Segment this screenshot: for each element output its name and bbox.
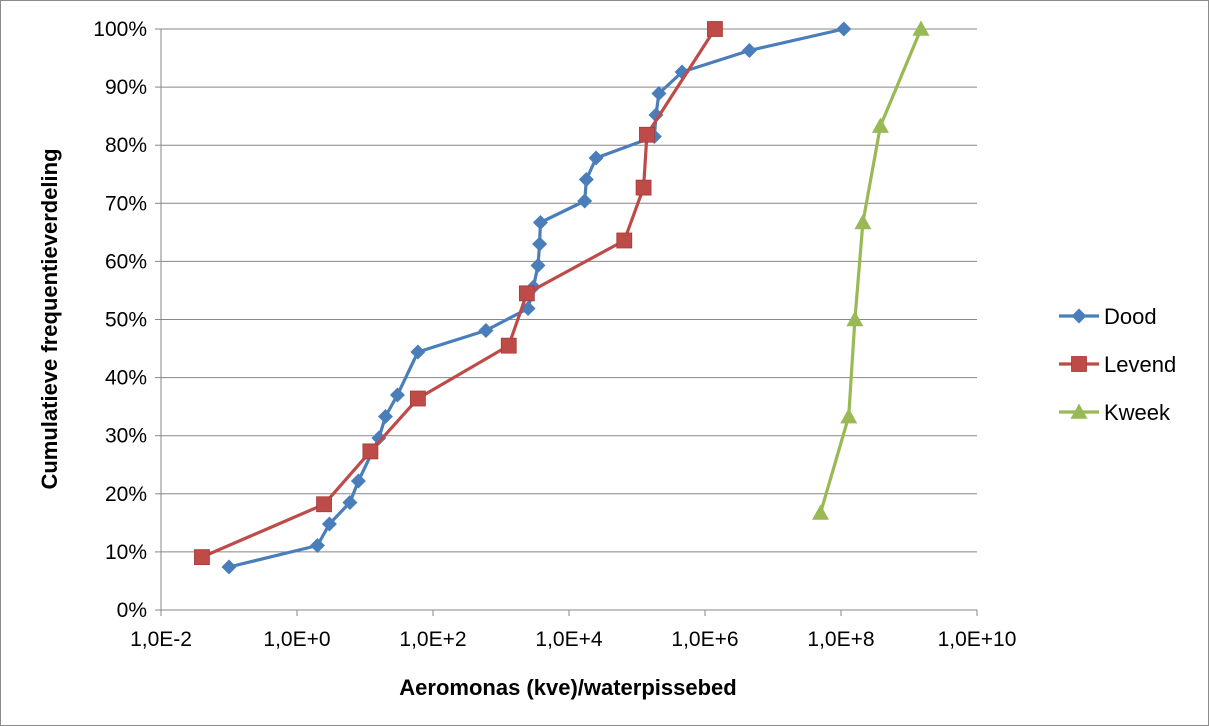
data-point-kweek	[912, 20, 930, 36]
y-tick-label: 40%	[105, 367, 147, 390]
data-point-dood	[836, 21, 852, 37]
y-tick-label: 70%	[105, 192, 147, 215]
legend-marker-levend	[1071, 356, 1087, 372]
legend-item-kweek: Kweek	[1059, 400, 1171, 425]
y-tick-label: 30%	[105, 425, 147, 448]
y-tick-label: 50%	[105, 309, 147, 332]
legend-item-dood: Dood	[1059, 304, 1157, 329]
x-tick-label: 1,0E+8	[807, 628, 874, 651]
series	[194, 20, 930, 575]
data-point-kweek	[840, 408, 858, 424]
data-point-dood	[478, 323, 494, 339]
data-point-dood	[588, 150, 604, 166]
x-tick-label: 1,0E+6	[671, 628, 738, 651]
legend-item-levend: Levend	[1059, 352, 1176, 377]
data-point-kweek	[812, 504, 830, 520]
data-point-levend	[410, 390, 426, 407]
legend: Dood Levend Kweek	[1059, 304, 1176, 425]
y-tick-label: 0%	[117, 599, 147, 622]
legend-marker-kweek	[1070, 403, 1088, 419]
data-point-dood	[648, 107, 664, 123]
legend-label-kweek: Kweek	[1104, 400, 1171, 425]
data-point-dood	[651, 85, 667, 101]
data-point-kweek	[854, 213, 872, 230]
y-tick-label: 90%	[105, 76, 147, 99]
data-point-kweek	[846, 311, 864, 327]
data-point-dood	[321, 516, 337, 532]
legend-label-dood: Dood	[1104, 304, 1157, 329]
data-point-levend	[616, 232, 633, 249]
gridlines	[161, 28, 977, 553]
y-tick-label: 60%	[105, 250, 147, 273]
series-line-dood	[228, 27, 845, 569]
data-point-levend	[316, 496, 332, 513]
y-tick-label: 20%	[105, 483, 147, 506]
y-axis-title: Cumulatieve frequentieverdeling	[37, 148, 62, 489]
data-point-levend	[639, 126, 655, 143]
data-point-kweek	[871, 117, 889, 133]
data-point-dood	[221, 559, 237, 575]
data-point-dood	[350, 473, 366, 489]
y-tick-label: 10%	[105, 541, 147, 564]
series-line-levend	[201, 28, 717, 559]
series-line-kweek	[818, 28, 923, 514]
y-tick-label: 80%	[105, 134, 147, 157]
data-point-dood	[532, 214, 548, 230]
data-point-dood	[371, 430, 387, 446]
x-axis-title: Aeromonas (kve)/waterpissebed	[399, 675, 736, 700]
data-point-dood	[410, 344, 426, 360]
data-point-dood	[578, 171, 594, 187]
data-point-levend	[518, 285, 535, 302]
series-dood	[221, 21, 852, 575]
data-point-levend	[635, 179, 652, 196]
legend-marker-dood	[1071, 308, 1087, 324]
data-point-levend	[194, 549, 210, 566]
data-point-dood	[532, 236, 548, 252]
axes: 0% 10% 20% 30% 40% 50% 60% 70% 80% 90% 100% 1,0E-2 1…	[93, 18, 1016, 651]
data-point-levend	[500, 337, 517, 354]
data-point-dood	[309, 538, 325, 554]
data-point-dood	[342, 495, 358, 511]
y-tick-label: 100%	[93, 18, 147, 41]
x-tick-label: 1,0E+4	[535, 628, 602, 651]
x-tick-label: 1,0E+10	[938, 628, 1017, 651]
legend-label-levend: Levend	[1104, 352, 1176, 377]
series-levend	[194, 21, 723, 566]
data-point-levend	[362, 443, 379, 460]
data-point-levend	[707, 21, 723, 37]
x-tick-label: 1,0E-2	[130, 628, 192, 651]
data-point-dood	[530, 257, 546, 273]
series-kweek	[812, 20, 930, 520]
data-point-dood	[741, 42, 757, 58]
data-point-dood	[377, 409, 393, 425]
x-tick-label: 1,0E+0	[263, 628, 330, 651]
data-point-dood	[577, 193, 593, 209]
x-tick-label: 1,0E+2	[399, 628, 466, 651]
data-point-dood	[389, 387, 405, 403]
